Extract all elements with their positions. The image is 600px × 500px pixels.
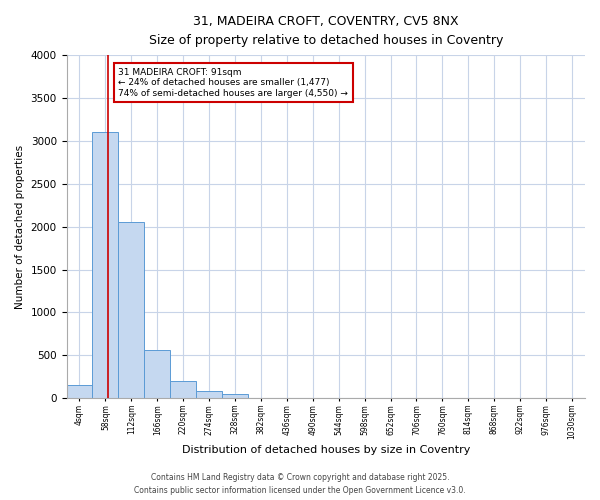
Title: 31, MADEIRA CROFT, COVENTRY, CV5 8NX
Size of property relative to detached house: 31, MADEIRA CROFT, COVENTRY, CV5 8NX Siz… bbox=[149, 15, 503, 47]
Bar bbox=[170, 381, 196, 398]
Text: Contains HM Land Registry data © Crown copyright and database right 2025.
Contai: Contains HM Land Registry data © Crown c… bbox=[134, 474, 466, 495]
Bar bbox=[196, 392, 222, 398]
Bar bbox=[92, 132, 118, 398]
Bar bbox=[144, 350, 170, 399]
Text: 31 MADEIRA CROFT: 91sqm
← 24% of detached houses are smaller (1,477)
74% of semi: 31 MADEIRA CROFT: 91sqm ← 24% of detache… bbox=[118, 68, 348, 98]
X-axis label: Distribution of detached houses by size in Coventry: Distribution of detached houses by size … bbox=[182, 445, 470, 455]
Y-axis label: Number of detached properties: Number of detached properties bbox=[15, 144, 25, 308]
Bar bbox=[67, 386, 92, 398]
Bar bbox=[118, 222, 144, 398]
Bar bbox=[222, 394, 248, 398]
